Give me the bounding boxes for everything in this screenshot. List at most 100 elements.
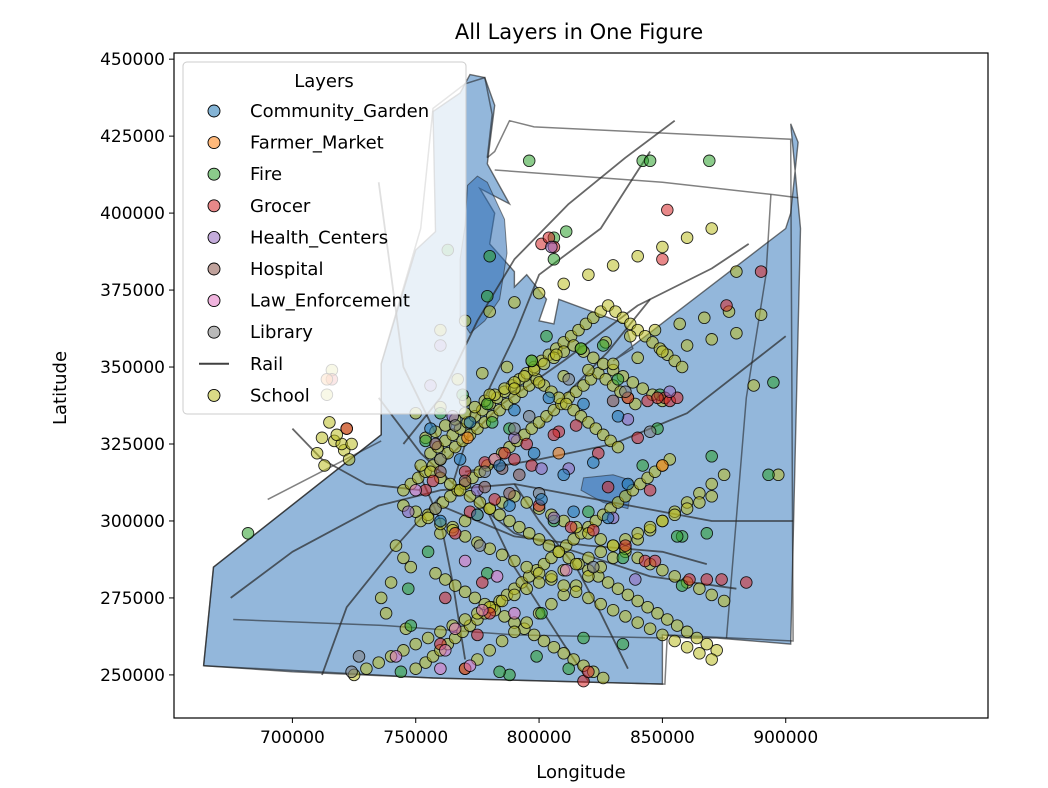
school-point (626, 376, 640, 389)
school-point (330, 428, 344, 442)
school-point (693, 496, 706, 509)
legend-school-swatch (207, 388, 221, 402)
school-point (705, 653, 718, 666)
axes-frame (173, 52, 989, 719)
fire-point (483, 249, 496, 263)
farmer-market-point (656, 459, 669, 472)
y-tick-label: 325000 (100, 435, 165, 455)
rail-line-9 (291, 427, 421, 492)
law-enforcement-point (439, 644, 452, 657)
grocer-point (700, 573, 714, 586)
fire-point (535, 607, 548, 620)
hospital-point (513, 468, 526, 482)
school-point (631, 527, 644, 540)
school-point (473, 496, 487, 509)
school-point (409, 662, 422, 675)
grocer-point (582, 665, 595, 679)
health-centers-point (535, 462, 548, 475)
library-point (352, 650, 366, 663)
school-point (643, 520, 657, 534)
law-enforcement-point (448, 622, 462, 635)
school-point (532, 533, 546, 546)
x-tick-label: 750000 (383, 728, 448, 748)
grocer-point (631, 431, 644, 445)
points-layer (241, 154, 785, 688)
fire-point (421, 545, 435, 559)
school-point (631, 616, 644, 629)
legend-fire-label: Fire (250, 164, 282, 185)
hospital-point (458, 474, 472, 488)
farmer-market-point (461, 431, 474, 445)
grocer-point (656, 253, 669, 266)
school-point (594, 545, 607, 559)
library-point (508, 422, 521, 435)
school-point (537, 357, 551, 371)
school-point (434, 625, 447, 639)
school-point (421, 631, 435, 645)
school-point (550, 348, 563, 361)
school-point (656, 563, 669, 577)
health-centers-point (547, 511, 561, 525)
school-point (389, 539, 403, 552)
school-point (661, 613, 674, 626)
community-garden-point (434, 514, 447, 528)
fire-point (611, 373, 625, 386)
school-point (503, 514, 516, 528)
community-garden-point (542, 391, 556, 405)
school-point (532, 576, 546, 589)
health-centers-point (663, 385, 677, 398)
community-garden-point (424, 422, 437, 435)
grocer-point (488, 493, 501, 506)
school-point (656, 628, 669, 642)
fire-point (562, 662, 575, 675)
community-garden-point (527, 446, 541, 460)
school-point (582, 268, 595, 281)
fire-point (530, 650, 543, 663)
boundary-line-3 (725, 194, 772, 639)
legend-farmer-market-label: Farmer_Market (250, 133, 384, 154)
y-tick-label: 250000 (100, 666, 165, 686)
law-enforcement-point (476, 603, 489, 617)
fire-point (404, 619, 418, 632)
school-point (429, 567, 442, 580)
community-garden-point (503, 499, 516, 512)
library-point (473, 539, 487, 552)
school-point (582, 363, 595, 377)
fire-point (643, 154, 657, 168)
school-point (569, 585, 583, 599)
school-point (631, 351, 644, 365)
school-point (705, 588, 718, 602)
fire-point (616, 637, 630, 651)
boundary-line-2 (494, 169, 799, 199)
school-point (439, 573, 452, 586)
farmer-market-point (552, 446, 566, 460)
school-point (619, 610, 632, 623)
grocer-point (661, 203, 674, 217)
grocer-point (448, 527, 462, 540)
library-point (429, 502, 442, 515)
school-point (468, 400, 482, 414)
school-point (557, 579, 570, 592)
y-tick-label: 450000 (100, 50, 165, 70)
school-point (587, 351, 600, 365)
community-garden-point (453, 453, 467, 466)
school-point (631, 249, 644, 263)
school-point (705, 222, 718, 235)
school-point (693, 647, 706, 660)
legend-health-centers-label: Health_Centers (250, 227, 388, 248)
grocer-point (340, 422, 353, 435)
school-point (705, 477, 718, 491)
school-point (680, 640, 694, 654)
school-point (448, 579, 462, 592)
community-garden-point (463, 416, 477, 429)
health-centers-point (545, 240, 558, 254)
x-tick-label: 850000 (630, 728, 695, 748)
school-point (747, 379, 760, 392)
library-point (522, 410, 536, 423)
school-point (754, 308, 768, 321)
school-point (444, 477, 457, 491)
legend-farmer-market-swatch (207, 136, 221, 150)
community-garden-point (535, 493, 548, 506)
legend-school-label: School (250, 385, 310, 406)
legend-community-garden-swatch (207, 104, 221, 118)
